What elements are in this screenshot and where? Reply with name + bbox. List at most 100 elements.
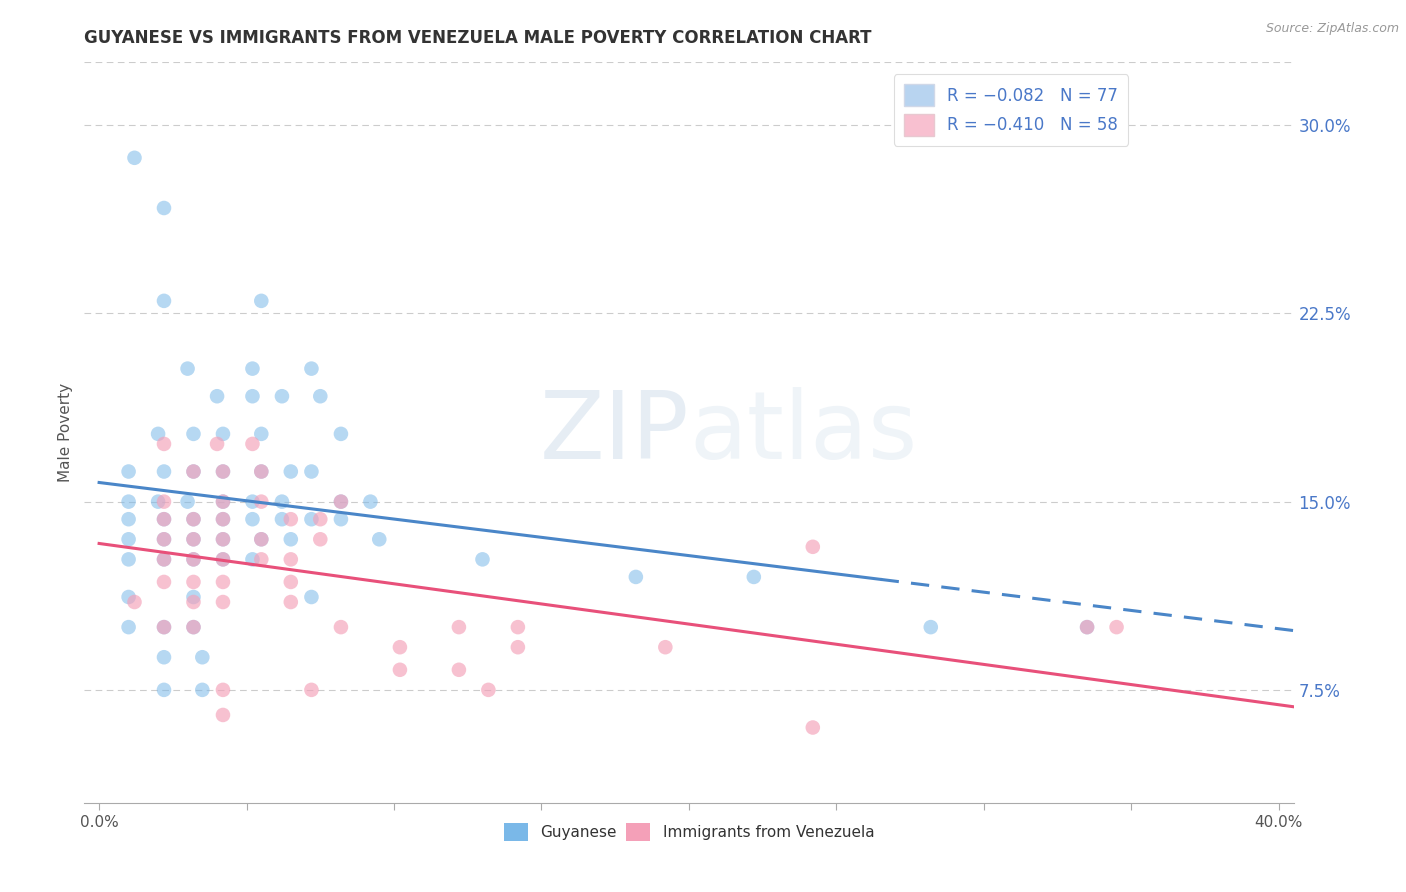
- Point: [117, 494, 139, 508]
- Point: [1105, 620, 1128, 634]
- Point: [329, 494, 352, 508]
- Point: [309, 389, 332, 403]
- Point: [117, 465, 139, 479]
- Point: [250, 533, 273, 547]
- Text: ZIP: ZIP: [540, 386, 689, 479]
- Point: [271, 494, 294, 508]
- Point: [329, 494, 352, 508]
- Point: [183, 552, 205, 566]
- Text: atlas: atlas: [689, 386, 917, 479]
- Point: [250, 494, 273, 508]
- Point: [368, 533, 391, 547]
- Point: [153, 552, 176, 566]
- Point: [183, 533, 205, 547]
- Point: [183, 426, 205, 441]
- Legend: Guyanese, Immigrants from Venezuela: Guyanese, Immigrants from Venezuela: [498, 817, 880, 847]
- Point: [153, 533, 176, 547]
- Point: [183, 465, 205, 479]
- Point: [388, 640, 411, 655]
- Point: [280, 512, 302, 526]
- Point: [146, 494, 169, 508]
- Text: GUYANESE VS IMMIGRANTS FROM VENEZUELA MALE POVERTY CORRELATION CHART: GUYANESE VS IMMIGRANTS FROM VENEZUELA MA…: [84, 29, 872, 47]
- Point: [212, 533, 235, 547]
- Point: [212, 708, 235, 723]
- Point: [242, 552, 264, 566]
- Point: [280, 533, 302, 547]
- Point: [250, 293, 273, 308]
- Point: [183, 552, 205, 566]
- Point: [624, 570, 647, 584]
- Point: [117, 590, 139, 604]
- Point: [117, 533, 139, 547]
- Point: [205, 389, 228, 403]
- Point: [329, 620, 352, 634]
- Point: [447, 663, 470, 677]
- Point: [153, 620, 176, 634]
- Point: [301, 682, 323, 697]
- Point: [176, 494, 198, 508]
- Point: [212, 512, 235, 526]
- Point: [205, 437, 228, 451]
- Point: [212, 682, 235, 697]
- Point: [309, 533, 332, 547]
- Point: [242, 494, 264, 508]
- Point: [117, 512, 139, 526]
- Point: [183, 620, 205, 634]
- Point: [801, 540, 824, 554]
- Point: [212, 494, 235, 508]
- Point: [920, 620, 942, 634]
- Point: [153, 620, 176, 634]
- Point: [654, 640, 676, 655]
- Point: [242, 389, 264, 403]
- Point: [183, 533, 205, 547]
- Point: [506, 640, 529, 655]
- Point: [176, 361, 198, 376]
- Point: [329, 426, 352, 441]
- Point: [153, 552, 176, 566]
- Point: [153, 465, 176, 479]
- Point: [124, 151, 146, 165]
- Point: [183, 590, 205, 604]
- Point: [183, 512, 205, 526]
- Point: [212, 552, 235, 566]
- Point: [212, 533, 235, 547]
- Point: [242, 437, 264, 451]
- Point: [271, 389, 294, 403]
- Point: [301, 590, 323, 604]
- Point: [183, 595, 205, 609]
- Point: [329, 512, 352, 526]
- Point: [212, 465, 235, 479]
- Point: [359, 494, 381, 508]
- Point: [153, 437, 176, 451]
- Point: [153, 682, 176, 697]
- Point: [183, 512, 205, 526]
- Point: [280, 595, 302, 609]
- Point: [153, 512, 176, 526]
- Point: [212, 512, 235, 526]
- Point: [280, 574, 302, 589]
- Point: [301, 465, 323, 479]
- Point: [212, 595, 235, 609]
- Point: [153, 201, 176, 215]
- Point: [212, 465, 235, 479]
- Point: [250, 465, 273, 479]
- Point: [280, 552, 302, 566]
- Point: [153, 293, 176, 308]
- Point: [447, 620, 470, 634]
- Point: [124, 595, 146, 609]
- Point: [1076, 620, 1098, 634]
- Point: [117, 620, 139, 634]
- Point: [242, 512, 264, 526]
- Point: [1076, 620, 1098, 634]
- Point: [153, 494, 176, 508]
- Point: [146, 426, 169, 441]
- Point: [301, 512, 323, 526]
- Point: [242, 361, 264, 376]
- Point: [212, 552, 235, 566]
- Point: [280, 465, 302, 479]
- Y-axis label: Male Poverty: Male Poverty: [58, 383, 73, 483]
- Point: [117, 552, 139, 566]
- Point: [183, 574, 205, 589]
- Point: [191, 682, 214, 697]
- Point: [153, 650, 176, 665]
